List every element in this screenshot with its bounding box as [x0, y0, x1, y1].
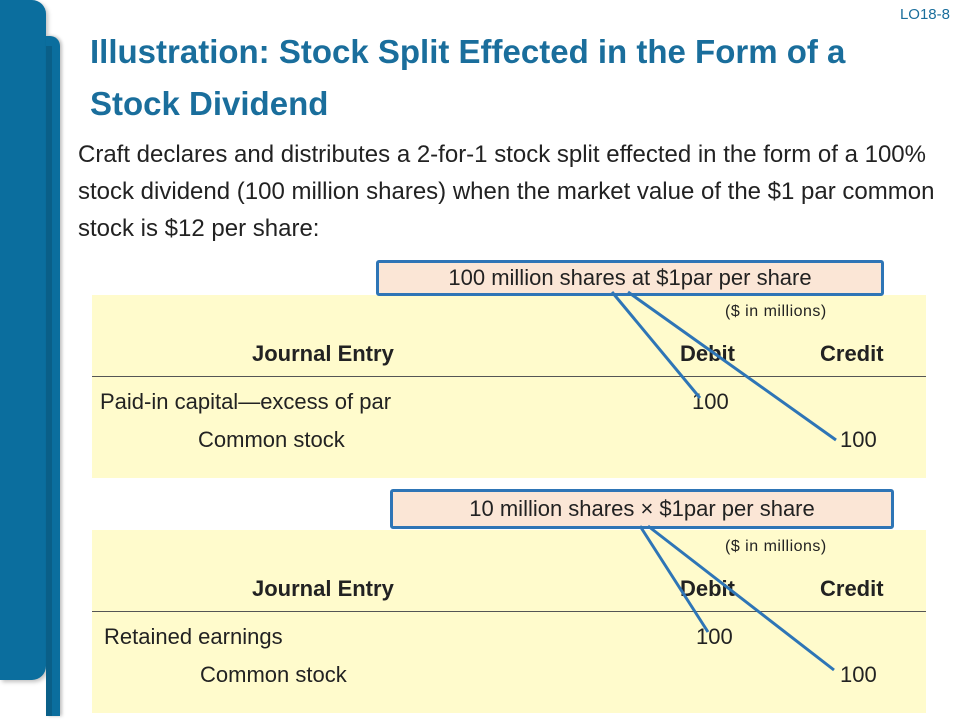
- slide-description: Craft declares and distributes a 2-for-1…: [78, 141, 935, 242]
- entry-row-1-account: Retained earnings: [104, 624, 283, 649]
- header-credit: Credit: [820, 341, 884, 366]
- entry-row-2-account: Common stock: [200, 662, 347, 687]
- entry-row-2-credit: 100: [840, 662, 877, 687]
- header-debit: Debit: [680, 576, 735, 601]
- header-rule: [92, 376, 926, 377]
- header-journal-entry: Journal Entry: [252, 576, 394, 601]
- journal-entry-panel-1: ($ in millions) Journal Entry Debit Cred…: [92, 295, 926, 478]
- entry-row-1-debit: 100: [692, 389, 729, 414]
- entry-row-2-credit: 100: [840, 427, 877, 452]
- entry-row-2-account: Common stock: [198, 427, 345, 452]
- units-note: ($ in millions): [725, 303, 827, 320]
- entry-row-1-account: Paid-in capital—excess of par: [100, 389, 392, 414]
- header-credit: Credit: [820, 576, 884, 601]
- header-rule: [92, 611, 926, 612]
- journal-entry-panel-2: ($ in millions) Journal Entry Debit Cred…: [92, 530, 926, 713]
- entry-row-1-debit: 100: [696, 624, 733, 649]
- units-note: ($ in millions): [725, 538, 827, 555]
- callout-bottom: 10 million shares × $1par per share: [390, 489, 894, 529]
- learning-objective-tag: LO18-8: [899, 6, 950, 23]
- left-accent-bar: [0, 0, 46, 680]
- header-debit: Debit: [680, 341, 735, 366]
- slide-title: Illustration: Stock Split Effected in th…: [90, 33, 846, 122]
- left-accent-bar-secondary: [46, 36, 60, 716]
- callout-top: 100 million shares at $1par per share: [376, 260, 884, 296]
- header-journal-entry: Journal Entry: [252, 341, 394, 366]
